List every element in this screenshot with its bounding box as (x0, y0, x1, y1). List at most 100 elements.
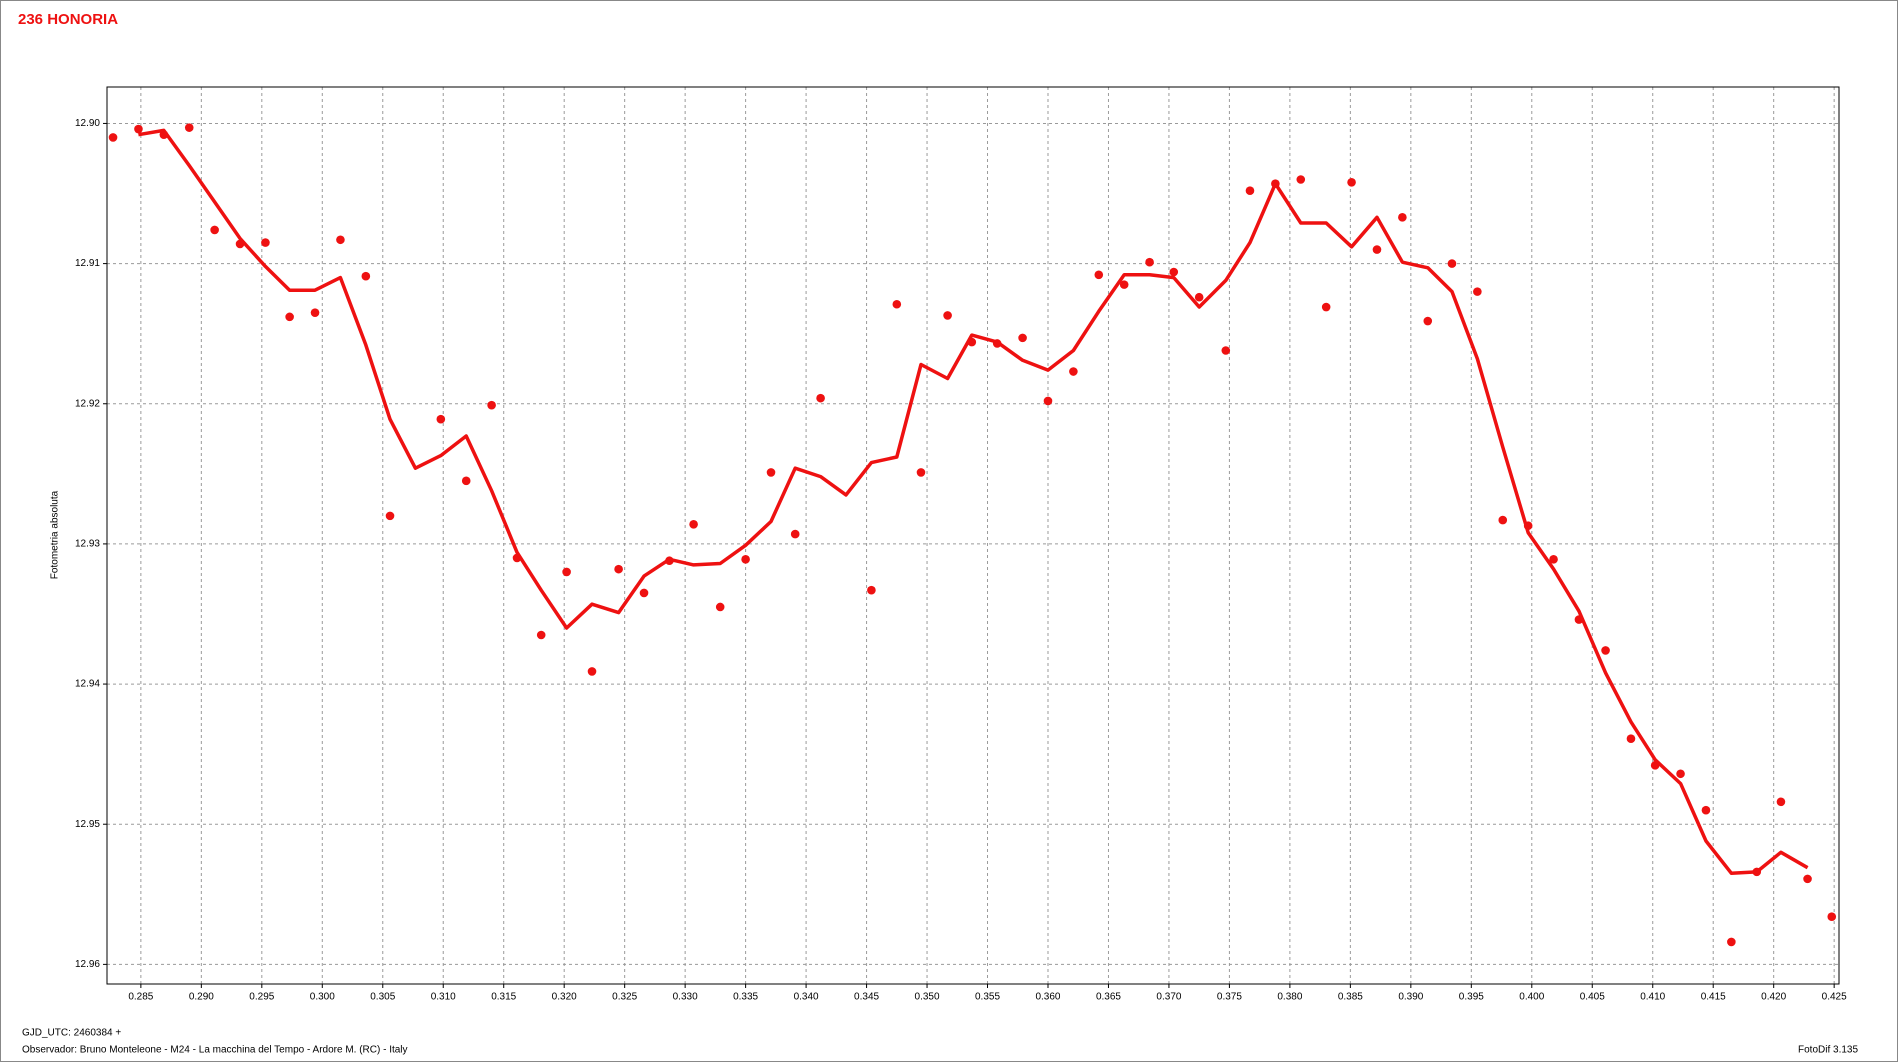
data-point (562, 567, 571, 577)
x-tick-label: 0.310 (431, 992, 456, 1003)
footer-date: GJD_UTC: 2460384 + (22, 1028, 121, 1039)
footer-software: FotoDif 3.135 (1798, 1045, 1858, 1056)
data-point (1423, 316, 1433, 326)
data-point (1447, 259, 1457, 268)
x-tick-label: 0.350 (915, 992, 940, 1003)
x-tick-label: 0.420 (1761, 992, 1786, 1003)
x-tick-label: 0.370 (1156, 992, 1181, 1003)
data-point (1347, 178, 1356, 187)
data-point (1601, 646, 1610, 655)
footer-observer: Observador: Bruno Monteleone - M24 - La … (22, 1045, 408, 1056)
data-point (336, 235, 345, 245)
data-point (1827, 912, 1837, 922)
x-tick-label: 0.395 (1459, 992, 1484, 1003)
x-tick-label: 0.425 (1822, 992, 1847, 1003)
trend-line (138, 128, 1809, 876)
x-tick-label: 0.380 (1277, 992, 1302, 1003)
data-point (487, 400, 496, 410)
data-point (790, 529, 800, 539)
data-point (1043, 396, 1053, 406)
data-point (1473, 287, 1482, 296)
y-tick-label: 12.95 (75, 819, 100, 830)
x-tick-label: 0.385 (1338, 992, 1363, 1003)
y-tick-label: 12.91 (75, 258, 100, 269)
data-point (587, 667, 597, 676)
x-tick-label: 0.315 (491, 992, 516, 1003)
data-point (867, 585, 876, 595)
x-tick-label: 0.360 (1035, 992, 1060, 1003)
x-tick-label: 0.330 (673, 992, 698, 1003)
data-point (1169, 267, 1179, 277)
y-tick-label: 12.92 (75, 398, 100, 409)
data-point (461, 476, 471, 486)
x-tick-label: 0.390 (1398, 992, 1423, 1003)
data-point (1296, 175, 1306, 184)
data-point (184, 123, 194, 132)
data-point (639, 588, 649, 598)
data-point (1803, 874, 1812, 884)
plot-area: 12.90 12.91 12.92 12.93 12.94 12.95 12.96 0.285… (75, 86, 1847, 1003)
data-point (1145, 257, 1154, 267)
data-point (210, 225, 219, 235)
data-point (134, 124, 143, 134)
chart-title: 236 HONORIA (18, 11, 118, 28)
y-tick-label: 12.96 (75, 959, 100, 970)
data-point (741, 555, 750, 564)
x-tick-label: 0.355 (975, 992, 1000, 1003)
x-tick-label: 0.375 (1217, 992, 1242, 1003)
x-tick-label: 0.345 (854, 992, 879, 1003)
x-tick-label: 0.335 (733, 992, 758, 1003)
x-tick-label: 0.340 (794, 992, 819, 1003)
data-point (1398, 213, 1407, 222)
data-point (310, 308, 320, 317)
data-point (1498, 515, 1508, 525)
data-point (385, 511, 395, 521)
data-point (816, 393, 825, 403)
data-point (614, 564, 623, 574)
data-point (1776, 797, 1786, 807)
data-point (1549, 555, 1558, 564)
x-tick-label: 0.290 (189, 992, 214, 1003)
data-point (715, 602, 725, 612)
x-tick-label: 0.285 (128, 992, 153, 1003)
data-point (1701, 805, 1711, 815)
data-point (1676, 769, 1685, 779)
x-tick-label: 0.410 (1640, 992, 1665, 1003)
plot-frame (106, 86, 1840, 985)
x-tick-label: 0.415 (1701, 992, 1726, 1003)
x-tick-label: 0.405 (1580, 992, 1605, 1003)
x-tick-label: 0.300 (310, 992, 335, 1003)
data-point (1626, 734, 1636, 744)
data-point (1321, 302, 1331, 312)
data-point (1119, 280, 1129, 289)
data-point (1194, 292, 1204, 302)
y-tick-label: 12.94 (75, 679, 100, 690)
x-tick-label: 0.325 (612, 992, 637, 1003)
data-point (1372, 245, 1382, 254)
y-axis-label: Fotometria absoluta (50, 490, 61, 579)
data-point (536, 630, 546, 640)
data-point (916, 468, 926, 477)
data-point (1069, 367, 1078, 376)
data-point (689, 519, 698, 529)
data-point (1245, 186, 1255, 196)
data-point (1727, 937, 1736, 947)
x-tick-label: 0.365 (1096, 992, 1121, 1003)
data-point (436, 414, 446, 424)
x-tick-label: 0.400 (1519, 992, 1544, 1003)
x-tick-label: 0.305 (370, 992, 395, 1003)
data-point (892, 299, 902, 309)
data-point (261, 238, 270, 247)
data-point (108, 133, 118, 142)
y-tick-label: 12.90 (75, 118, 100, 129)
x-tick-label: 0.320 (552, 992, 577, 1003)
data-point (1018, 333, 1027, 343)
x-tick-label: 0.295 (249, 992, 274, 1003)
data-point (943, 311, 952, 320)
data-point (285, 312, 294, 322)
data-point (1221, 346, 1231, 355)
y-tick-label: 12.93 (75, 539, 100, 550)
data-point (1094, 270, 1104, 280)
data-point (361, 271, 371, 281)
